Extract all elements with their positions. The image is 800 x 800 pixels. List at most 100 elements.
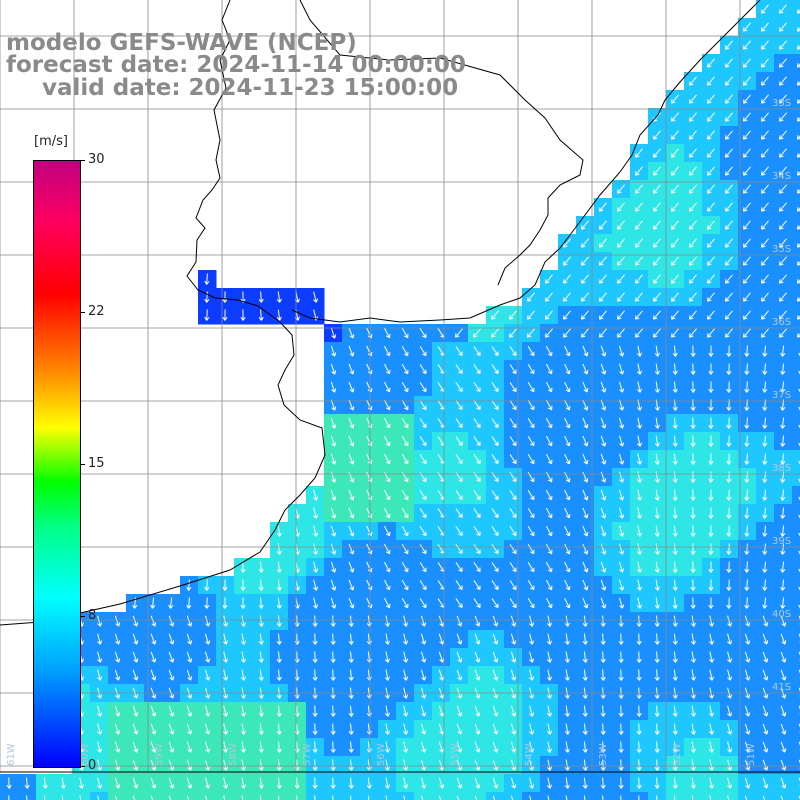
wind-arrow [762,561,768,573]
wind-speed-cell [792,252,800,271]
wind-arrow [762,777,769,789]
wind-arrow [474,705,481,717]
wind-arrow [778,22,787,32]
wind-arrow [276,543,282,555]
wind-arrow [796,171,800,176]
wind-arrow [636,489,643,501]
wind-arrow [332,795,334,800]
colorbar [33,160,81,768]
wind-arrow [401,597,409,609]
wind-arrow [509,544,517,555]
wind-arrow [690,651,696,663]
wind-arrow [762,453,768,465]
wind-arrow [724,40,733,50]
wind-arrow [276,615,282,627]
wind-arrow [455,454,463,465]
wind-arrow [780,417,786,429]
wind-arrow [726,507,732,519]
wind-arrow [724,94,733,104]
wind-speed-cell [468,792,487,800]
coastline [0,0,326,626]
wind-arrow [582,507,589,519]
wind-arrow [726,381,732,393]
wind-arrow [455,508,463,519]
wind-arrow [654,453,660,465]
wind-arrow [616,328,625,338]
wind-speed-cell [792,450,800,469]
wind-speed-cell [792,180,800,199]
wind-arrow [778,220,787,230]
wind-speed-cell [756,792,775,800]
wind-arrow [240,741,246,753]
wind-arrow [564,507,571,519]
wind-arrow [544,328,553,338]
wind-speed-cell [180,792,199,800]
wind-arrow [509,436,517,447]
wind-arrow [600,669,606,681]
wind-arrow [636,543,643,555]
wind-arrow [455,400,463,411]
wind-arrow [546,669,552,681]
wind-arrow [744,795,748,800]
wind-arrow [562,238,571,248]
wind-arrow [600,597,607,609]
wind-arrow [688,130,697,140]
wind-arrow [600,561,607,573]
wind-arrow [636,363,643,375]
wind-arrow [744,777,751,789]
wind-arrow [618,669,624,681]
wind-arrow [564,633,570,645]
wind-arrow [456,615,463,627]
wind-arrow [654,615,660,627]
wind-arrow [401,489,409,501]
wind-arrow [61,795,64,800]
wind-arrow [616,256,625,266]
wind-arrow [796,225,800,230]
wind-arrow [456,723,463,735]
colorbar-label-0: 0 [88,758,97,773]
wind-arrow [778,58,787,68]
wind-arrow [420,759,427,771]
wind-arrow [708,561,714,573]
wind-arrow [474,741,481,753]
wind-arrow [312,705,318,717]
wind-arrow [491,436,499,447]
wind-arrow [526,328,535,338]
wind-arrow [26,795,28,800]
wind-arrow [762,633,769,645]
wind-arrow [223,633,229,645]
wind-arrow [401,561,409,573]
wind-arrow [672,435,678,447]
wind-arrow [742,274,751,284]
wind-arrow [744,435,750,447]
wind-arrow [742,58,751,68]
wind-arrow [688,328,697,338]
wind-arrow [600,759,606,771]
wind-arrow [529,777,535,789]
wind-arrow [348,777,354,789]
wind-arrow [796,279,800,284]
wind-arrow [455,490,463,501]
wind-arrow [796,261,800,266]
wind-arrow [491,382,499,393]
wind-arrow [330,489,337,501]
wind-arrow [97,759,103,771]
wind-arrow [204,795,208,800]
wind-arrow [706,148,715,158]
wind-arrow [708,579,714,591]
wind-arrow [330,399,337,411]
wind-arrow [330,561,337,573]
wind-arrow [582,633,588,645]
wind-speed-cell [792,630,800,649]
wind-arrow [688,76,697,86]
wind-arrow [580,310,589,320]
wind-arrow [455,382,463,393]
wind-speed-cell [504,792,523,800]
wind-arrow [456,651,463,663]
wind-speed-cell [486,792,505,800]
wind-arrow [240,579,246,591]
wind-speed-cell [792,414,800,433]
wind-arrow [384,525,391,537]
wind-arrow [223,741,229,753]
wind-arrow [672,723,678,735]
